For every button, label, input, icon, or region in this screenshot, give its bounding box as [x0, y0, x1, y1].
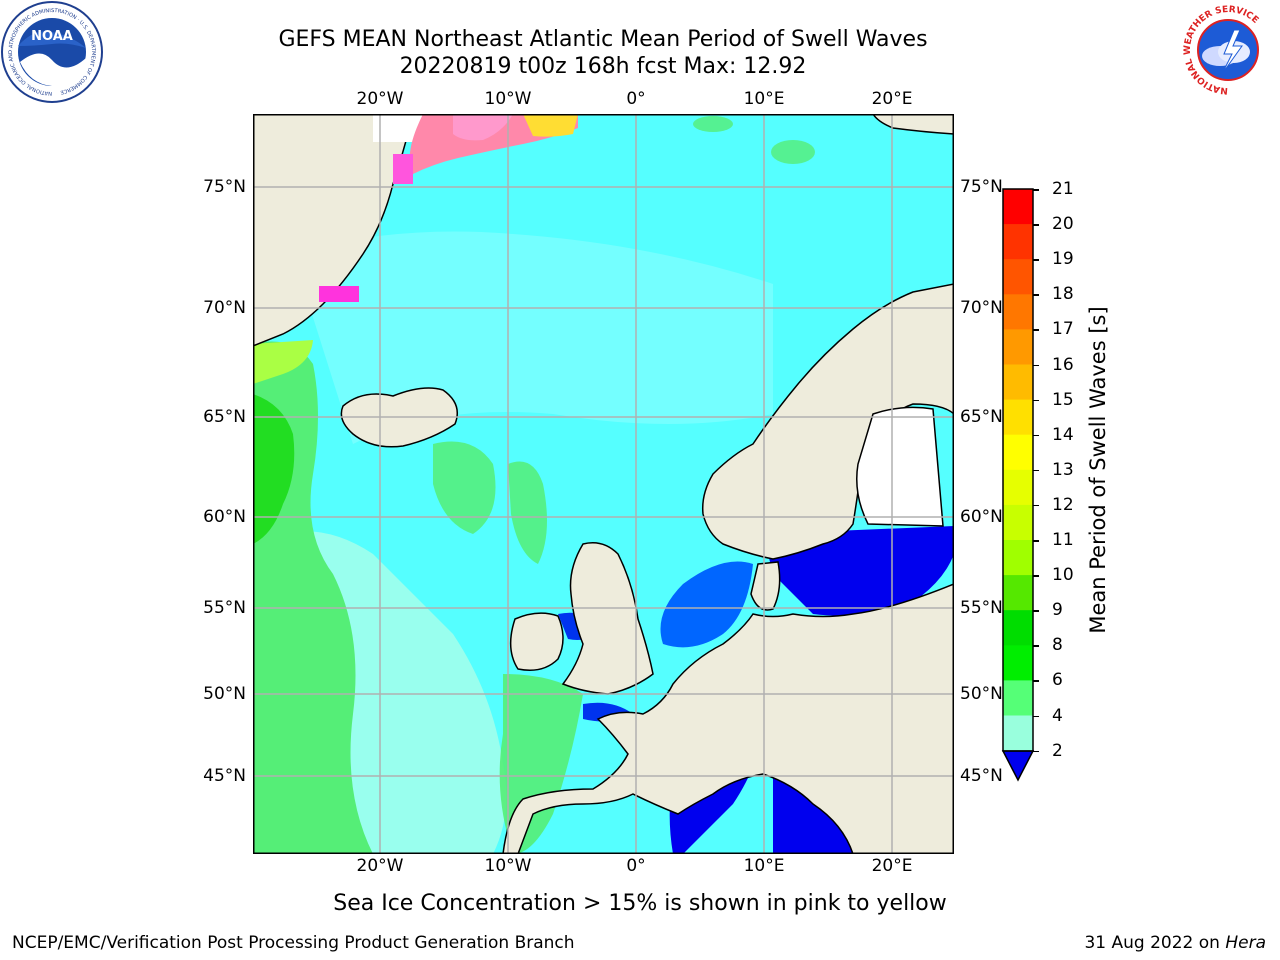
lon-label-bottom: 0° [626, 856, 646, 876]
colorbar-tick-label: 20 [1052, 214, 1074, 235]
lon-label-top: 10°W [484, 89, 532, 109]
colorbar-cell [1003, 610, 1033, 646]
colorbar-tick-label: 11 [1052, 530, 1074, 550]
colorbar-cell [1003, 680, 1033, 716]
continental-europe [502, 583, 954, 854]
colorbar-cell [1003, 434, 1033, 471]
denmark [750, 561, 781, 611]
colorbar-tick-label: 14 [1052, 424, 1074, 445]
sea-ice-overlay [319, 114, 578, 302]
colorbar [1001, 188, 1035, 782]
lon-label-top: 20°E [871, 89, 913, 109]
dark-green-patch [253, 394, 295, 544]
colorbar-cell [1003, 399, 1033, 436]
lime-patch [253, 340, 313, 384]
colorbar-cell [1003, 329, 1033, 365]
nws-logo: NATIONAL WEATHER SERVICE [1180, 2, 1276, 98]
lat-label-right: 55°N [960, 598, 1003, 618]
colorbar-tick-label: 8 [1052, 635, 1063, 656]
colorbar-cell [1003, 504, 1033, 541]
lat-label-left: 65°N [203, 407, 246, 427]
colorbar-tick-mark [1033, 259, 1039, 261]
colorbar-cell [1003, 189, 1033, 225]
colorbar-tick-mark [1033, 364, 1039, 366]
land-masses [253, 114, 954, 854]
colorbar-cell [1003, 224, 1033, 260]
graticule [253, 114, 954, 854]
colorbar-cell [1003, 259, 1033, 295]
colorbar-tick-mark [1033, 434, 1039, 437]
colorbar-tick-mark [1033, 469, 1039, 472]
colorbar-tick-label: 12 [1052, 494, 1074, 515]
lat-label-right: 70°N [960, 298, 1003, 318]
footer-date-text: 31 Aug 2022 on [1084, 933, 1226, 953]
footer-date: 31 Aug 2022 on Hera [1084, 933, 1266, 953]
lat-label-right: 45°N [960, 766, 1003, 786]
lat-label-left: 50°N [203, 684, 246, 704]
lon-label-bottom: 20°E [871, 856, 913, 876]
colorbar-tick-label: 6 [1052, 670, 1063, 691]
footer-host: Hera [1225, 933, 1266, 953]
colorbar-cell [1003, 294, 1033, 330]
chart-subtitle: 20220819 t00z 168h fcst Max: 12.92 [399, 54, 807, 79]
colorbar-extend-arrow [1001, 750, 1035, 782]
lon-label-top: 20°W [356, 89, 404, 109]
colorbar-tick-mark [1033, 680, 1039, 682]
colorbar-tick-label: 16 [1052, 354, 1074, 375]
colorbar-cell [1003, 364, 1033, 401]
lon-label-bottom: 20°W [356, 856, 404, 876]
ireland [509, 612, 564, 671]
lat-label-right: 50°N [960, 684, 1003, 704]
colorbar-title: Mean Period of Swell Waves [s] [1086, 306, 1110, 634]
colorbar-tick-label: 10 [1052, 565, 1074, 586]
lon-label-top: 0° [626, 89, 646, 109]
colorbar-tick-label: 15 [1052, 389, 1074, 410]
colorbar-tick-label: 17 [1052, 319, 1074, 340]
colorbar-tick-mark [1033, 715, 1039, 717]
colorbar-tick-label: 18 [1052, 284, 1074, 305]
colorbar-tick-label: 2 [1052, 740, 1063, 761]
colorbar-tick-mark [1033, 750, 1039, 753]
colorbar-tick-label: 19 [1052, 249, 1074, 270]
north-sea-short-period [660, 561, 753, 648]
colorbar-tick-mark [1033, 540, 1039, 542]
noaa-wordmark: NOAA [31, 29, 73, 44]
sea-ice-note: Sea Ice Concentration > 15% is shown in … [333, 891, 947, 916]
colorbar-cell [1003, 540, 1033, 576]
colorbar-tick-label: 13 [1052, 459, 1074, 480]
colorbar-tick-mark [1033, 329, 1039, 331]
chart-title: GEFS MEAN Northeast Atlantic Mean Period… [278, 27, 928, 52]
lon-label-top: 10°E [743, 89, 785, 109]
colorbar-tick-mark [1033, 504, 1039, 507]
colorbar-tick-mark [1033, 189, 1039, 191]
colorbar-cell [1003, 645, 1033, 681]
lat-label-right: 75°N [960, 177, 1003, 197]
footer-credit: NCEP/EMC/Verification Post Processing Pr… [12, 933, 575, 953]
colorbar-tick-mark [1033, 645, 1039, 647]
colorbar-cell [1003, 715, 1033, 752]
map-frame [253, 114, 954, 854]
colorbar-tick-label: 4 [1052, 705, 1063, 726]
lat-label-left: 75°N [203, 177, 246, 197]
lat-label-left: 60°N [203, 507, 246, 527]
colorbar-cell [1003, 575, 1033, 611]
noaa-logo: NOAA NATIONAL OCEANIC AND ATMOSPHERIC AD… [1, 1, 103, 103]
colorbar-tick-mark [1033, 399, 1039, 402]
lat-label-right: 65°N [960, 407, 1003, 427]
map-panel [253, 114, 954, 854]
lon-label-bottom: 10°E [743, 856, 785, 876]
colorbar-tick-mark [1033, 224, 1039, 226]
colorbar-tick-mark [1033, 575, 1039, 577]
colorbar-tick-label: 21 [1052, 179, 1074, 199]
lat-label-left: 70°N [203, 298, 246, 318]
lat-label-left: 55°N [203, 598, 246, 618]
colorbar-cell [1003, 469, 1033, 506]
lon-label-bottom: 10°W [484, 856, 532, 876]
colorbar-tick-label: 9 [1052, 600, 1063, 621]
lat-label-right: 60°N [960, 507, 1003, 527]
colorbar-tick-mark [1033, 294, 1039, 296]
lat-label-left: 45°N [203, 766, 246, 786]
svalbard [872, 114, 954, 135]
colorbar-tick-mark [1033, 610, 1039, 612]
